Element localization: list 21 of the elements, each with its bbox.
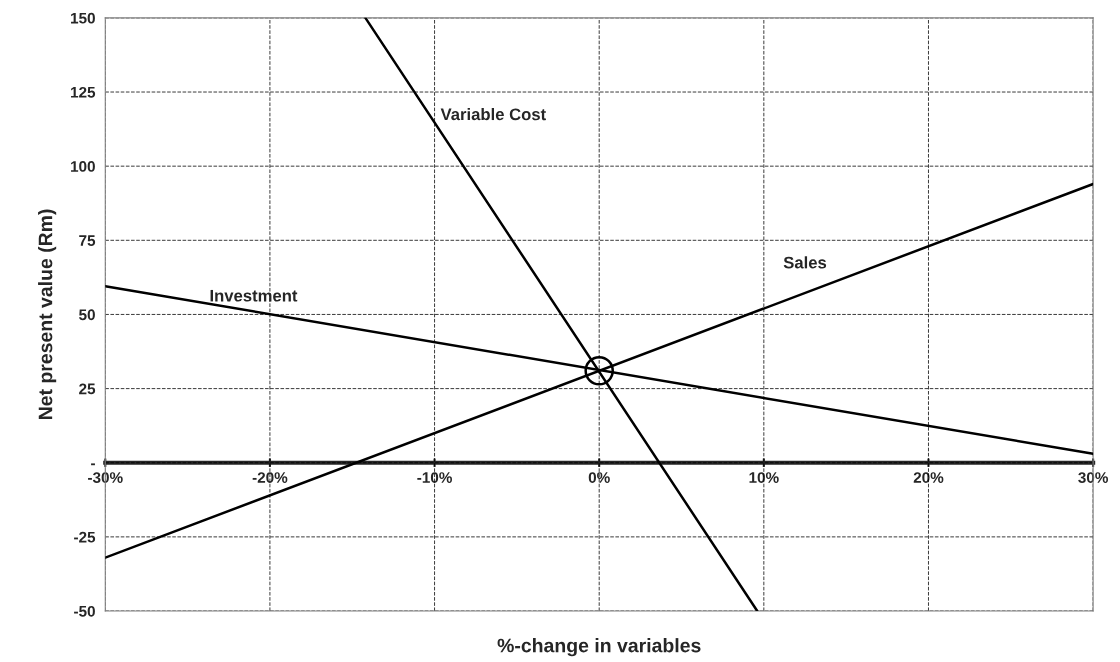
x-tick-label: -10% [417,472,452,483]
y-tick-label: 25 [79,383,96,395]
y-tick-label: -50 [74,605,95,617]
x-tick-label: 0% [588,472,610,483]
y-axis-title: Net present value (Rm) [38,209,57,420]
x-tick-label: 10% [749,472,779,483]
series-label: Variable Cost [440,107,546,121]
series-label: Sales [783,256,827,269]
y-tick-label: - [91,463,95,466]
series-label: Investment [210,289,298,302]
x-tick-label: 20% [913,472,944,483]
y-tick-label: 100 [71,161,95,172]
y-tick-label: 150 [71,12,95,24]
y-tick-label: 50 [79,309,95,321]
y-tick-label: 75 [79,235,96,246]
x-tick-label: 30% [1078,472,1109,484]
y-tick-label: -25 [74,531,96,543]
y-tick-label: 125 [71,86,96,98]
x-tick-label: -30% [88,472,123,484]
x-axis-title: %-change in variables [497,638,701,657]
x-tick-label: -20% [252,472,288,483]
